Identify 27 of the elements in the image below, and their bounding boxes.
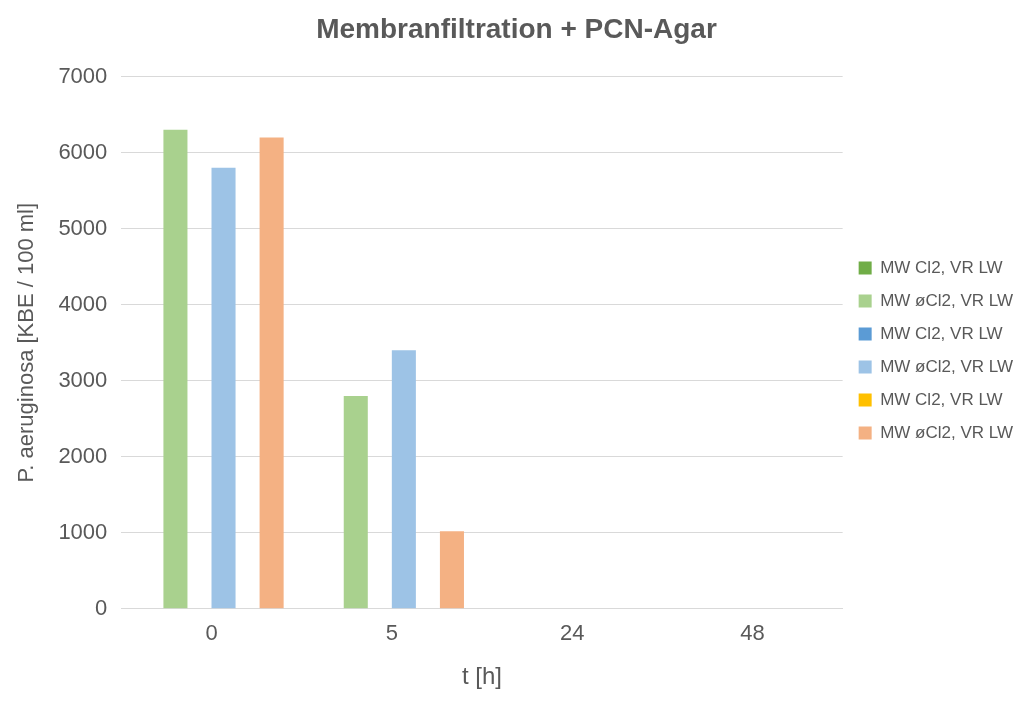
x-axis-title: t [h] bbox=[461, 662, 503, 690]
legend-label: MW øCl2, VR LW bbox=[880, 422, 1014, 442]
bar bbox=[163, 129, 188, 609]
legend-label: MW øCl2, VR LW bbox=[880, 290, 1014, 310]
legend-label: MW Cl2, VR LW bbox=[880, 323, 1003, 343]
bar bbox=[259, 137, 284, 609]
legend-label: MW øCl2, VR LW bbox=[880, 356, 1014, 376]
legend-label: MW Cl2, VR LW bbox=[880, 389, 1003, 409]
y-tick-label: 0 bbox=[95, 594, 108, 620]
x-tick-label: 0 bbox=[205, 620, 218, 646]
y-tick-label: 5000 bbox=[58, 214, 108, 240]
x-tick-label: 5 bbox=[385, 620, 398, 646]
y-tick-label: 7000 bbox=[58, 62, 108, 88]
y-tick-label: 3000 bbox=[58, 366, 108, 392]
x-tick-label: 48 bbox=[740, 620, 765, 646]
y-tick-label: 6000 bbox=[58, 138, 108, 164]
x-tick-label: 24 bbox=[559, 620, 585, 646]
bar bbox=[391, 350, 416, 609]
bar bbox=[343, 395, 368, 609]
chart-title: Membranfiltration + PCN-Agar bbox=[316, 12, 717, 44]
y-tick-label: 4000 bbox=[58, 290, 108, 316]
y-axis-title: P. aeruginosa [KBE / 100 ml] bbox=[13, 202, 39, 483]
legend-label: MW Cl2, VR LW bbox=[880, 257, 1003, 277]
y-tick-label: 2000 bbox=[58, 442, 108, 468]
bar bbox=[439, 531, 464, 609]
y-tick-label: 1000 bbox=[58, 518, 108, 544]
bar bbox=[211, 167, 236, 609]
